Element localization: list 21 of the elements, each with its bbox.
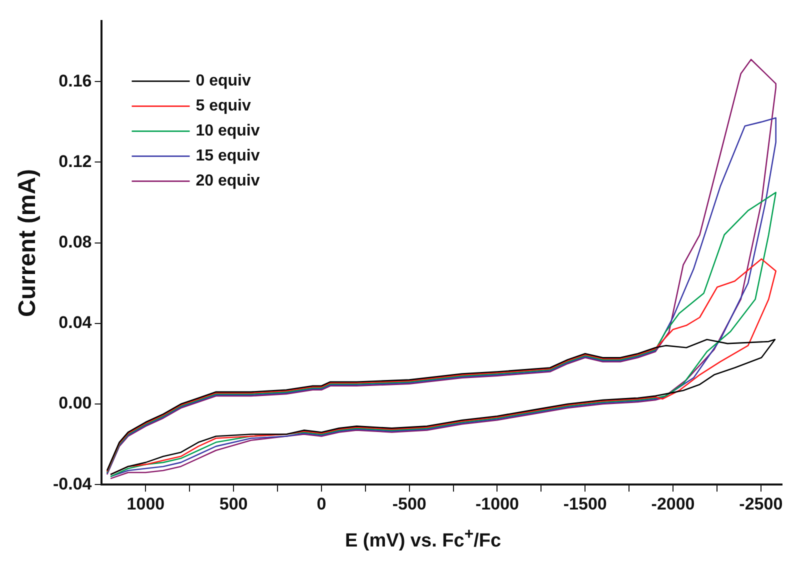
legend-label: 20 equiv (196, 172, 260, 190)
y-tick-label: 0.16 (58, 71, 92, 90)
x-tick-label: -1500 (563, 494, 607, 514)
y-tick-label: -0.04 (53, 474, 92, 494)
legend-label: 5 equiv (196, 98, 251, 115)
legend-label: 15 equiv (196, 148, 260, 165)
legend-label: 10 equiv (196, 122, 260, 140)
x-axis-title: E (mV) vs. Fc$^{+}$/Fc (344, 526, 502, 552)
x-tick-label: 1000 (126, 494, 165, 514)
y-axis-title: Current (mA) (14, 169, 42, 317)
y-tick-label: 0.08 (58, 232, 92, 252)
x-tick-label: -1000 (476, 494, 519, 514)
x-tick-label: -2500 (739, 494, 783, 514)
legend-label: 0 equiv (196, 72, 251, 90)
y-tick-label: 0.12 (58, 152, 92, 171)
x-tick-label: -500 (392, 494, 426, 514)
x-tick-label: 0 (316, 494, 326, 514)
x-tick-label: -2000 (651, 494, 695, 514)
y-tick-label: 0.04 (58, 313, 92, 332)
x-tick-label: 500 (219, 494, 248, 514)
y-tick-label: 0.00 (58, 394, 92, 413)
